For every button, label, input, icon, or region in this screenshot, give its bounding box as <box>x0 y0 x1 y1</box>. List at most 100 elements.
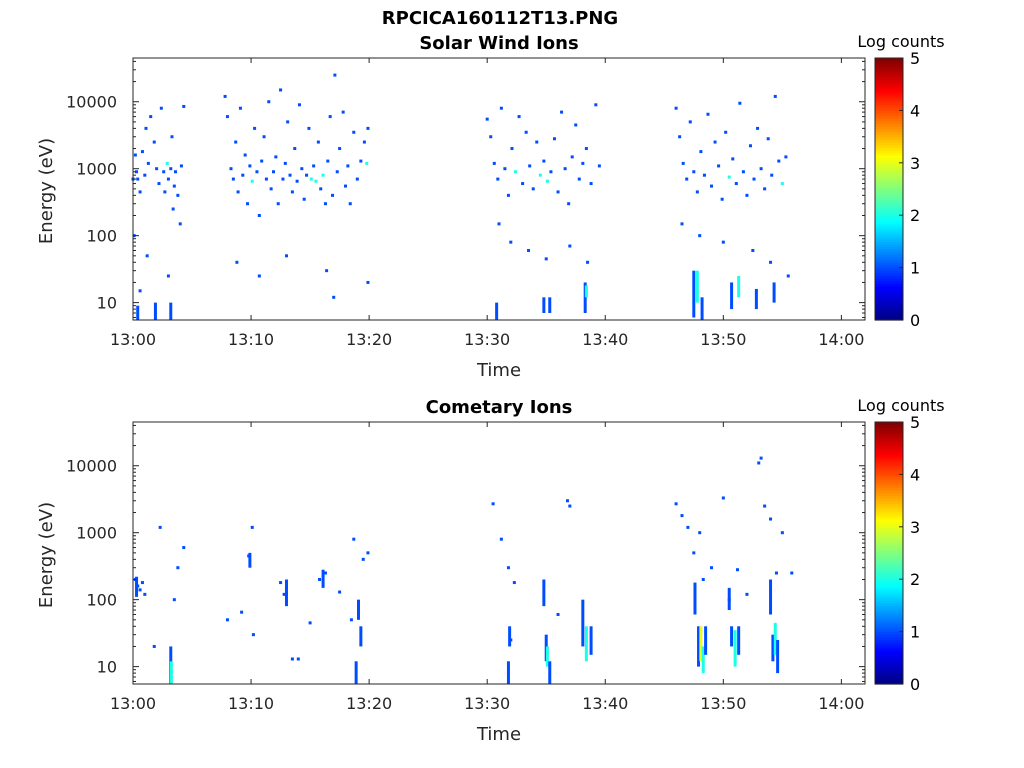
data-cell <box>352 537 356 541</box>
data-column <box>701 646 705 674</box>
data-column <box>548 297 552 313</box>
colorbar-gradient-step <box>875 264 903 269</box>
data-column <box>548 661 552 684</box>
data-cell <box>577 177 581 181</box>
y-tick-label: 10000 <box>66 93 117 112</box>
data-cell <box>549 170 553 174</box>
x-tick-label: 13:10 <box>228 694 274 713</box>
colorbar-gradient-step <box>875 207 903 211</box>
colorbar-label: Log counts <box>857 396 944 415</box>
data-cell <box>556 190 560 194</box>
colorbar-gradient-step <box>875 429 903 434</box>
colorbar-frame <box>874 421 904 685</box>
colorbar-gradient-step <box>875 275 903 279</box>
colorbar-gradient-step <box>875 251 903 256</box>
colorbar-gradient-step <box>875 532 903 536</box>
colorbar-label: Log counts <box>857 32 944 51</box>
colorbar-gradient-step <box>875 587 903 591</box>
data-cell <box>316 140 320 144</box>
data-cell <box>352 130 356 134</box>
x-tick-label: 13:30 <box>464 694 510 713</box>
data-cell <box>225 618 229 622</box>
colorbar-gradient-step <box>875 249 903 253</box>
colorbar-tick-label: 5 <box>910 413 920 432</box>
data-cell <box>349 618 353 622</box>
colorbar-gradient-step <box>875 65 903 70</box>
colorbar-gradient-step <box>875 484 903 489</box>
data-cell <box>506 193 510 197</box>
data-cell <box>738 101 742 105</box>
data-cell <box>323 202 327 206</box>
data-cell <box>257 213 261 217</box>
data-column <box>771 634 775 662</box>
data-cell <box>780 182 784 186</box>
data-column <box>321 569 325 588</box>
data-cell <box>699 150 703 154</box>
colorbar-gradient-step <box>875 445 903 449</box>
x-tick-label: 14:00 <box>818 330 864 349</box>
colorbar-gradient-step <box>875 288 903 292</box>
colorbar-gradient-step <box>875 618 903 622</box>
data-cell <box>253 126 257 130</box>
colorbar-gradient-step <box>875 191 903 195</box>
colorbar-gradient-step <box>875 78 903 83</box>
colorbar-gradient-step <box>875 199 903 203</box>
data-cell <box>727 175 731 179</box>
data-cell <box>774 571 778 575</box>
colorbar-gradient-step <box>875 141 903 146</box>
colorbar-gradient-step <box>875 183 903 187</box>
colorbar-gradient-step <box>875 623 903 627</box>
data-column <box>737 275 741 298</box>
data-cell <box>514 170 518 174</box>
data-column <box>583 282 587 313</box>
colorbar-gradient-step <box>875 296 903 300</box>
colorbar-gradient-step <box>875 678 903 682</box>
data-cell <box>281 177 285 181</box>
colorbar-gradient-step <box>875 133 903 138</box>
data-cell <box>678 135 682 139</box>
colorbar-gradient-step <box>875 58 903 62</box>
data-cell <box>521 182 525 186</box>
data-cell <box>274 155 278 159</box>
colorbar-gradient-step <box>875 547 903 551</box>
data-cell <box>584 147 588 151</box>
data-cell <box>250 525 254 529</box>
data-cell <box>332 295 336 299</box>
colorbar-gradient-step <box>875 482 903 486</box>
colorbar-gradient-step <box>875 317 903 321</box>
data-cell <box>757 461 761 465</box>
data-cell <box>763 504 767 508</box>
colorbar-gradient-step <box>875 631 903 635</box>
data-cell <box>674 502 678 506</box>
colorbar-gradient-step <box>875 495 903 499</box>
colorbar-tick-label: 3 <box>910 154 920 173</box>
colorbar-gradient-step <box>875 466 903 470</box>
colorbar-gradient-step <box>875 579 903 583</box>
colorbar-tick-label: 1 <box>910 259 920 278</box>
data-cell <box>766 137 770 141</box>
colorbar-gradient-step <box>875 92 903 96</box>
data-cell <box>236 190 240 194</box>
data-cell <box>250 179 254 183</box>
colorbar-gradient-step <box>875 230 903 235</box>
data-cell <box>318 577 322 581</box>
colorbar-gradient-step <box>875 309 903 313</box>
colorbar-gradient-step <box>875 681 903 685</box>
data-column <box>354 661 358 684</box>
colorbar-gradient-step <box>875 89 903 93</box>
data-cell <box>568 244 572 248</box>
data-cell <box>136 177 140 181</box>
data-cell <box>269 187 273 191</box>
data-cell <box>586 260 590 264</box>
colorbar-gradient-step <box>875 162 903 167</box>
data-cell <box>171 207 175 211</box>
data-cell <box>286 120 290 124</box>
colorbar-gradient-step <box>875 236 903 240</box>
colorbar-gradient-step <box>875 550 903 554</box>
data-column <box>284 579 288 607</box>
data-cell <box>552 137 556 141</box>
data-cell <box>138 289 142 293</box>
data-cell <box>235 260 239 264</box>
data-cell <box>686 525 690 529</box>
